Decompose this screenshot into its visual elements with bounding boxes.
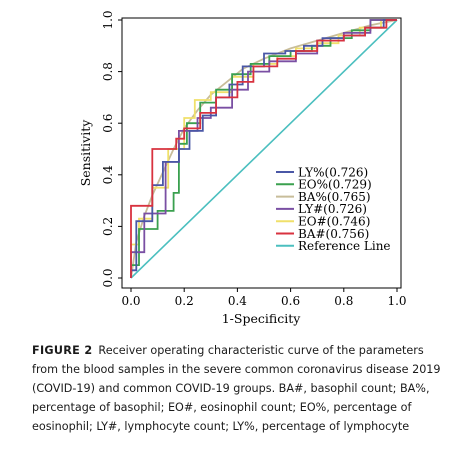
legend-label: Reference Line <box>298 239 391 253</box>
y-tick-label: 0.2 <box>101 217 115 236</box>
y-tick-label: 0.8 <box>101 62 115 81</box>
x-tick-label: 0.8 <box>334 294 353 308</box>
legend-label: LY%(0.726) <box>298 165 368 179</box>
x-axis: 0.0 0.2 0.4 0.6 0.8 1.0 <box>121 288 407 308</box>
legend-label: BA%(0.765) <box>298 190 371 204</box>
x-axis-title: 1-Specificity <box>222 311 301 326</box>
legend-label: EO%(0.729) <box>298 178 372 192</box>
legend: LY%(0.726)EO%(0.729)BA%(0.765)LY#(0.726)… <box>276 165 391 253</box>
caption-label: FIGURE 2 <box>32 344 93 357</box>
caption-text: Receiver operating characteristic curve … <box>32 344 441 433</box>
y-tick-label: 0.6 <box>101 114 115 133</box>
y-axis-title: Sensitivity <box>78 119 93 187</box>
plot-frame <box>121 17 402 289</box>
x-tick-label: 1.0 <box>387 294 406 308</box>
legend-label: BA#(0.756) <box>298 227 369 241</box>
series-line-ba-0-756 <box>130 19 397 278</box>
legend-label: EO#(0.746) <box>298 215 370 229</box>
x-tick-label: 0.4 <box>228 294 247 308</box>
y-tick-label: 0.4 <box>101 165 115 184</box>
figure-caption: FIGURE 2 Receiver operating characteristi… <box>32 341 442 436</box>
x-tick-label: 0.0 <box>121 294 140 308</box>
roc-curves <box>130 19 398 279</box>
y-axis: 0.0 0.2 0.4 0.6 0.8 1.0 <box>101 10 122 288</box>
y-tick-label: 1.0 <box>101 10 115 29</box>
legend-label: LY#(0.726) <box>298 202 367 216</box>
x-tick-label: 0.2 <box>175 294 194 308</box>
x-tick-label: 0.6 <box>281 294 300 308</box>
series-line-reference-line <box>130 19 398 279</box>
y-tick-label: 0.0 <box>101 268 115 287</box>
